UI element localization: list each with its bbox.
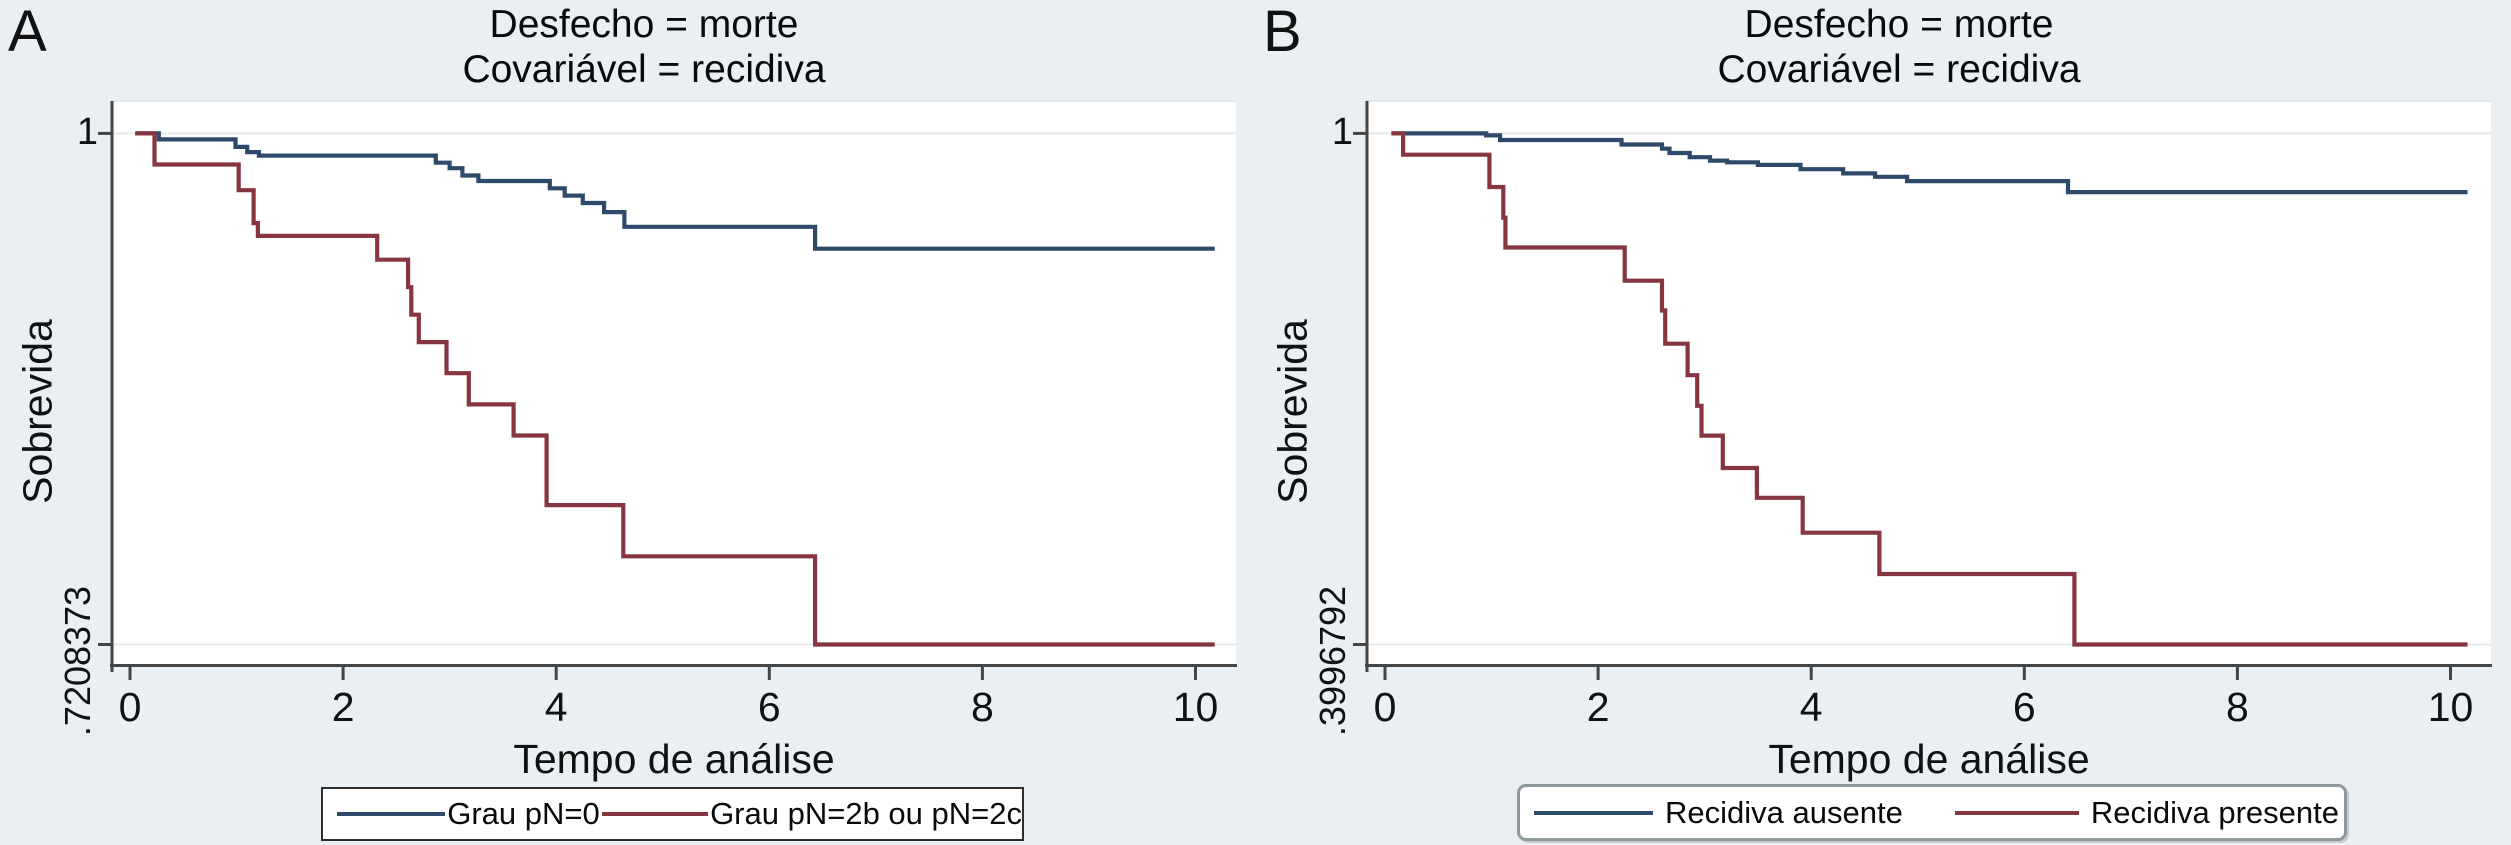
panel-label: A xyxy=(8,0,47,64)
legend-line-sample-maroon xyxy=(601,812,709,816)
y-tick-label-top: 1 xyxy=(1331,111,1353,153)
legend-line-sample-maroon xyxy=(1954,810,2079,815)
x-tick-label: 2 xyxy=(1586,684,1610,730)
chart-title-line2: Covariável = recidiva xyxy=(462,48,826,91)
x-tick-label: 0 xyxy=(1373,684,1397,730)
x-axis-title: Tempo de análise xyxy=(513,736,835,782)
x-tick-label: 10 xyxy=(1172,684,1219,730)
y-tick-label-min: .3996792 xyxy=(1312,585,1353,737)
x-tick-label: 10 xyxy=(2427,684,2474,730)
chart-title: Desfecho = morte Covariável = recidiva xyxy=(1367,2,2431,92)
chart-title-line1: Desfecho = morte xyxy=(489,3,799,46)
x-tick-label: 4 xyxy=(544,684,568,730)
legend-line-sample-navy xyxy=(337,812,446,816)
legend: Grau pN=0 Grau pN=2b ou pN=2c xyxy=(321,787,1024,841)
legend-label-group1: Grau pN=0 xyxy=(447,796,600,831)
survival-plot-svg xyxy=(1353,100,2492,680)
y-axis-title: Sobrevida xyxy=(1269,319,1316,504)
chart-title: Desfecho = morte Covariável = recidiva xyxy=(112,2,1176,92)
x-tick-label: 6 xyxy=(2012,684,2036,730)
x-tick-label: 4 xyxy=(1799,684,1823,730)
legend-label-group2: Recidiva presente xyxy=(2090,794,2339,830)
legend-label-group1: Recidiva ausente xyxy=(1665,794,1903,830)
legend: Recidiva ausente Recidiva presente xyxy=(1517,784,2347,841)
panel-label: B xyxy=(1263,0,1302,64)
panel-B: B Desfecho = morte Covariável = recidiva… xyxy=(1255,0,2511,845)
chart-title-line2: Covariável = recidiva xyxy=(1717,48,2081,91)
x-tick-label: 0 xyxy=(118,684,142,730)
y-tick-label-min: .7208373 xyxy=(57,585,98,737)
x-tick-label: 2 xyxy=(331,684,355,730)
x-tick-label: 8 xyxy=(2225,684,2249,730)
legend-line-sample-navy xyxy=(1534,810,1653,815)
panel-A: A Desfecho = morte Covariável = recidiva… xyxy=(8,0,1237,841)
x-axis-title: Tempo de análise xyxy=(1768,736,2090,782)
x-tick-label: 8 xyxy=(970,684,994,730)
y-tick-label-top: 1 xyxy=(76,111,98,153)
x-tick-label: 6 xyxy=(757,684,781,730)
legend-label-group2: Grau pN=2b ou pN=2c xyxy=(710,796,1022,831)
y-axis-title: Sobrevida xyxy=(14,319,61,504)
chart-title-line1: Desfecho = morte xyxy=(1744,3,2054,46)
survival-plot-svg xyxy=(98,100,1237,680)
